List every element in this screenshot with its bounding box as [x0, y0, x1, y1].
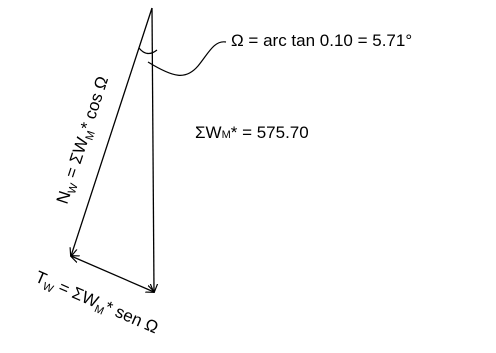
- angle-leader-line: [147, 41, 227, 76]
- angle-label: Ω = arc tan 0.10 = 5.71°: [231, 31, 412, 50]
- angle-arc: [138, 47, 158, 55]
- sum-weight-label: ΣWM* = 575.70: [195, 123, 309, 142]
- tangent-component-vector: [71, 256, 154, 292]
- normal-component-label: NW = ΣWM* cos Ω: [53, 74, 115, 207]
- resultant-vector: [152, 7, 154, 292]
- tangent-component-label: TW = ΣWM* sen Ω: [31, 267, 161, 340]
- normal-component-vector: [71, 7, 153, 256]
